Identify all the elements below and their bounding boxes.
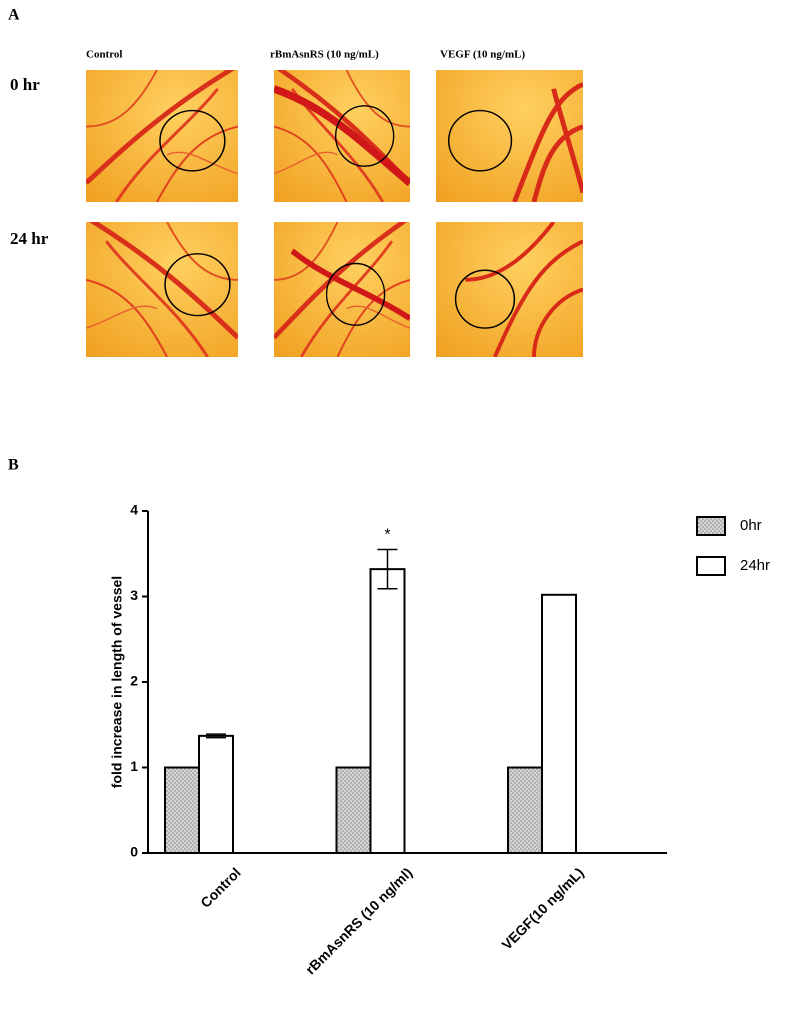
bar — [507, 766, 543, 854]
bar-chart: B 0 1 2 3 4 fold increase in length of vessel C… — [8, 457, 770, 978]
image — [274, 222, 410, 357]
error-bar — [377, 548, 398, 590]
row-label: 0 hr — [10, 75, 40, 94]
bar — [369, 568, 406, 854]
x-tick-label: VEGF(10 ng/mL) — [498, 864, 586, 952]
legend-swatch — [696, 516, 726, 536]
image — [86, 70, 238, 202]
column-label: Control — [86, 49, 122, 61]
y-axis-label: fold increase in length of vessel — [109, 576, 125, 788]
bar — [198, 734, 234, 854]
y-tick-label: 2 — [130, 673, 138, 689]
x-tick-label: rBmAsnRS (10 ng/ml) — [302, 864, 415, 977]
error-bar — [206, 733, 226, 739]
y-tick-label: 0 — [130, 844, 138, 860]
bar — [164, 766, 200, 854]
panel-label: A — [8, 7, 20, 24]
legend-label: 0hr — [740, 517, 762, 534]
image — [436, 222, 583, 357]
x-tick-label: Control — [197, 864, 244, 911]
row-label: 24 hr — [10, 229, 49, 248]
annotation: * — [384, 527, 390, 544]
column-label: rBmAsnRS (10 ng/mL) — [270, 49, 379, 61]
y-tick-label: 4 — [130, 502, 138, 518]
bar — [335, 766, 372, 854]
legend-label: 24hr — [740, 557, 770, 574]
image — [436, 70, 583, 202]
legend-swatch — [696, 556, 726, 576]
image — [274, 70, 410, 202]
panel-label: B — [8, 457, 19, 474]
image — [86, 222, 238, 357]
column-label: VEGF (10 ng/mL) — [440, 49, 525, 61]
y-tick-label: 3 — [130, 587, 138, 603]
y-tick-label: 1 — [130, 758, 138, 774]
bar — [541, 593, 577, 854]
